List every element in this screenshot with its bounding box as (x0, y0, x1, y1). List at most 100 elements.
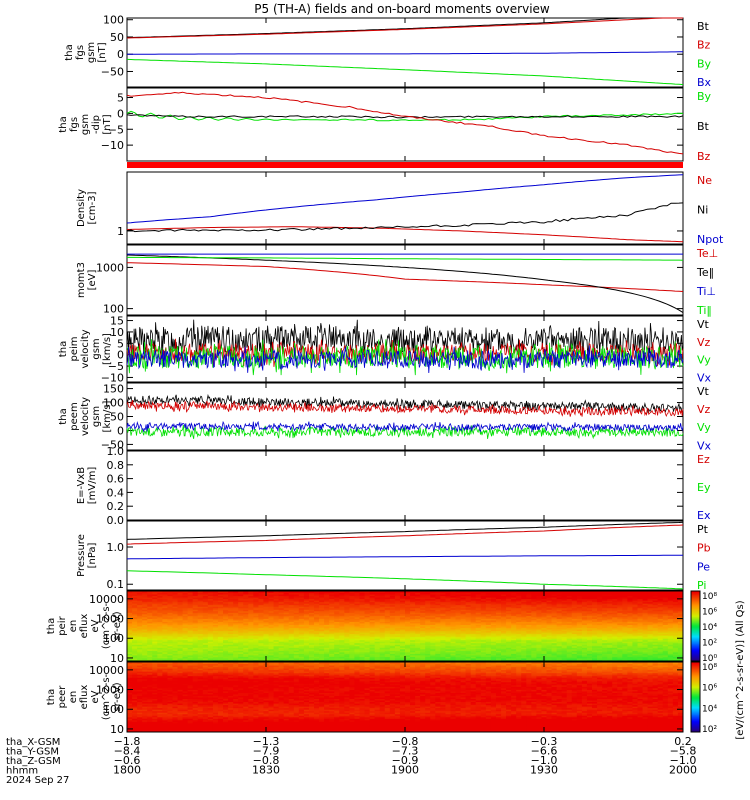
xaxis-date: 2024 Sep 27 (6, 775, 69, 786)
legend-entry: Pt (697, 523, 709, 536)
series-black-line (126, 521, 684, 540)
ylabel-line: peem (69, 402, 80, 430)
panel-pressure: 1.0 0.1 Pt Pb Pe Pi Pressure [nPa] (76, 520, 711, 592)
ylabel-line: [mV/m] (87, 467, 98, 505)
ytick-label: 0 (117, 48, 124, 61)
legend-entry: Pi (697, 579, 706, 592)
ylabel-line: velocity (80, 329, 91, 368)
series-black-line (126, 319, 684, 362)
ytick-label: 50 (110, 411, 124, 424)
colorbar-label: [eV/(cm^2-s-sr-eV)] (All Qs) (735, 600, 746, 739)
ytick-label: 10000 (89, 664, 124, 677)
ylabel-line: fgs (69, 117, 80, 132)
xaxis-value: −0.6 (114, 754, 141, 767)
ylabel-line: en (68, 620, 79, 633)
ylabel-line: Density (76, 189, 87, 227)
ytick-label: 0.1 (107, 578, 125, 591)
ylabel-line: tha (64, 44, 75, 60)
ylabel-group: tha fgs gsm [nT] (64, 42, 108, 63)
ylabel-line: E=-VxB (76, 467, 87, 504)
colorbar-tick-label: 10² (702, 725, 717, 735)
ylabel-group: tha fgs gsm -dip [nT] (58, 114, 113, 135)
ytick-label: 0.4 (107, 486, 125, 499)
ylabel-group: E=-VxB [mV/m] (76, 467, 98, 505)
legend-entry: Vt (697, 385, 710, 398)
colorbar-tick-label: 10⁶ (702, 608, 717, 618)
ytick-label: 10000 (89, 593, 124, 606)
ylabel-group: tha peim velocity gsm [km/s] (58, 329, 113, 368)
ylabel-line: velocity (80, 397, 91, 436)
ytick-label: 100 (103, 632, 124, 645)
ytick-label: 100 (103, 14, 124, 27)
legend-entry: By (697, 90, 712, 103)
xaxis-value: −7.3 (392, 745, 419, 758)
legend-entry: Te‖ (696, 266, 714, 279)
series-black-line (126, 17, 683, 39)
ytick-label: 100 (103, 303, 124, 316)
xaxis-value: −0.8 (392, 735, 419, 748)
xaxis-value: −6.6 (531, 745, 558, 758)
series-green-line (126, 110, 684, 122)
series-blue-line (126, 174, 684, 224)
legend-entry: Ni (697, 203, 708, 216)
colorbar-tick-label: 10⁴ (702, 623, 717, 633)
ytick-label: 0 (117, 424, 124, 437)
series-red-line (126, 91, 684, 155)
ylabel-line: eV (90, 690, 101, 703)
ytick-label: 15 (110, 315, 124, 328)
ylabel-line: sr-eV) (112, 682, 123, 711)
xaxis-value: −1.0 (531, 754, 558, 767)
xaxis-row-label: tha_Z-GSM (6, 756, 61, 767)
spectrogram-peer-spectrogram (127, 662, 684, 733)
figure-title: P5 (TH-A) fields and on-board moments ov… (254, 2, 550, 16)
ylabel-line: tha (46, 618, 57, 634)
ylabel-line: [eV] (87, 270, 98, 291)
ylabel-group: tha peem velocity gsm [km/s] (58, 397, 113, 436)
legend-entry: Bz (697, 150, 711, 163)
legend-entry: Vx (697, 439, 712, 452)
xaxis-row-label: tha_X-GSM (6, 737, 60, 748)
ytick-label: 0.8 (107, 459, 125, 472)
legend-entry: Ez (697, 453, 710, 466)
ylabel-line: tha (58, 341, 69, 357)
ytick-label: 1.0 (107, 445, 125, 458)
ylabel-group: Pressure [nPa] (76, 534, 98, 577)
series-black-line (126, 202, 684, 233)
colorbar-tick-label: 10² (702, 639, 717, 649)
ylabel-line: en (68, 691, 79, 704)
xaxis-value: 2000 (669, 764, 697, 777)
legend-entry: Ti⊥ (696, 285, 716, 298)
series-blue-line (127, 51, 683, 55)
xaxis-value: −1.8 (114, 735, 141, 748)
series-black-line (126, 254, 684, 314)
ytick-label: 1.0 (107, 541, 125, 554)
series-black-line (126, 393, 684, 415)
xaxis-row-label: hhmm (6, 766, 38, 777)
xaxis-value: −1.3 (253, 735, 280, 748)
legend-entry: Bt (697, 20, 710, 33)
panel-frame (126, 87, 684, 162)
panel-mom-temperature: 1000 100 Te⊥ Te‖ Ti⊥ Ti‖ momt3 [eV] (76, 244, 718, 317)
colorbar-tick-label: 10⁴ (702, 704, 717, 714)
colorbar-label-group: [eV/(cm^2-s-sr-eV)] (All Qs) (735, 600, 746, 739)
ylabel-line: fgs (75, 45, 86, 60)
legend-entry: Bz (697, 39, 711, 52)
ytick-label: 0 (117, 349, 124, 362)
ytick-label: 100 (103, 703, 124, 716)
x-axis-annotation: tha_X-GSM −1.8 −1.3 −0.8 −0.3 0.2 tha_Y-GSM −8.… (6, 735, 697, 786)
ylabel-line: [cm-3] (87, 191, 98, 224)
panel-frame (126, 171, 684, 245)
ytick-label: 150 (103, 383, 124, 396)
colorbar-1: 10⁸ 10⁶ 10⁴ 10² (690, 661, 717, 735)
ytick-label: 10 (110, 652, 124, 665)
series-blue-line (126, 554, 683, 560)
ylabel-line: peim (69, 336, 80, 361)
ytick-label: −5 (108, 123, 124, 136)
ylabel-line: momt3 (76, 262, 87, 298)
ytick-label: −10 (101, 139, 124, 152)
